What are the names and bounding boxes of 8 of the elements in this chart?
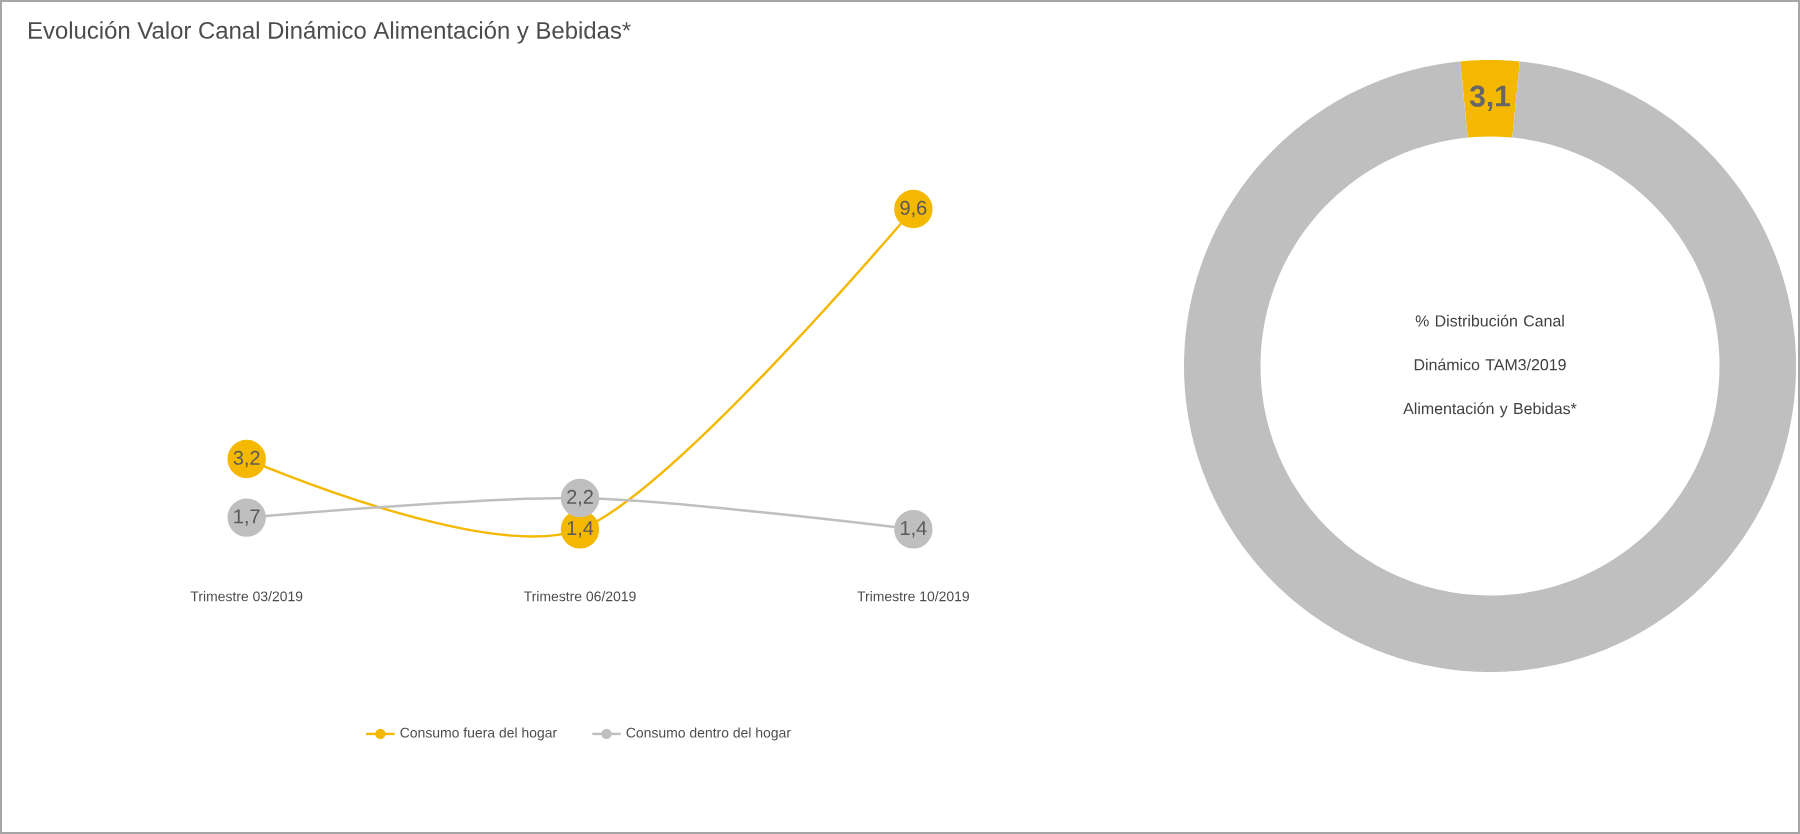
data-label: 2,2 <box>567 489 593 507</box>
data-label: 9,6 <box>900 200 927 218</box>
chart-title: Evolución Valor Canal Dinámico Alimentación y Bebidas* <box>29 21 631 44</box>
data-label: 1,4 <box>901 521 927 538</box>
data-label: 1,7 <box>234 509 260 526</box>
data-label: 3,2 <box>233 450 260 468</box>
data-label: 3,1 <box>1469 85 1510 111</box>
data-label: 1,4 <box>567 521 594 538</box>
